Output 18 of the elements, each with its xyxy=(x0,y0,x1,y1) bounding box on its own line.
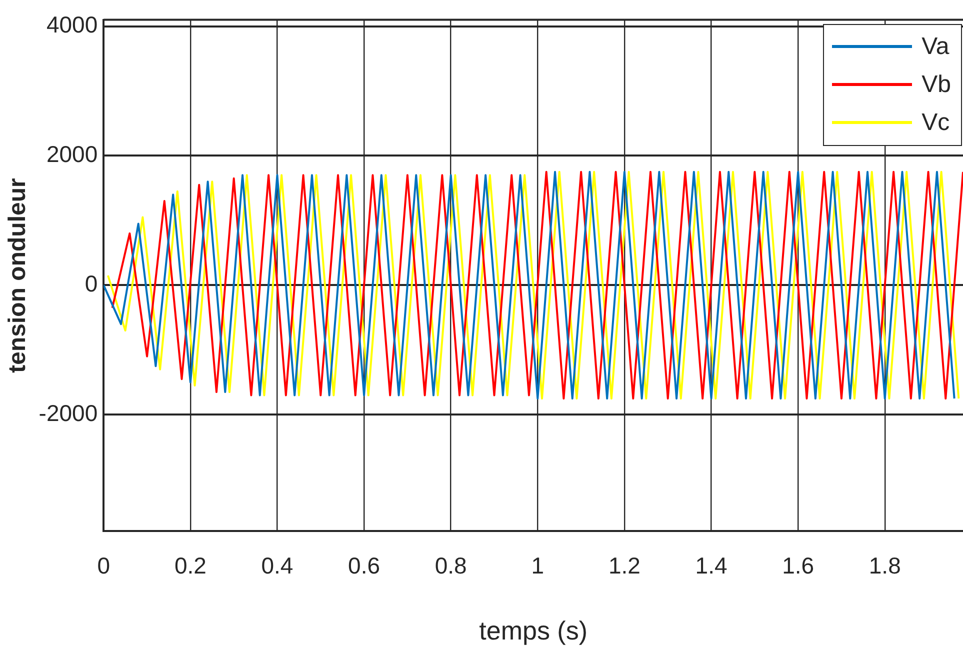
legend-label: Vc xyxy=(922,108,950,138)
y-tick-label: 4000 xyxy=(46,12,98,38)
y-axis-title: tension onduleur xyxy=(4,178,32,373)
x-tick-label: 0.2 xyxy=(174,552,206,578)
x-tick-label: 1.2 xyxy=(608,552,640,578)
x-tick-label: 0.8 xyxy=(434,552,467,578)
x-tick-label: 1.4 xyxy=(695,552,728,578)
x-tick-label: 1.8 xyxy=(868,552,901,578)
x-tick-label: 0.4 xyxy=(261,552,294,578)
legend-label: Vb xyxy=(922,70,951,100)
legend-label: Va xyxy=(922,32,950,62)
x-tick-label: 1.6 xyxy=(782,552,814,578)
y-tick-label: 0 xyxy=(84,270,98,297)
y-tick-label: 2000 xyxy=(46,141,98,168)
y-tick-label: -2000 xyxy=(38,400,98,426)
x-tick-label: 0.6 xyxy=(348,552,380,578)
x-tick-label: 1 xyxy=(531,552,544,578)
x-axis-title: temps (s) xyxy=(479,616,588,646)
